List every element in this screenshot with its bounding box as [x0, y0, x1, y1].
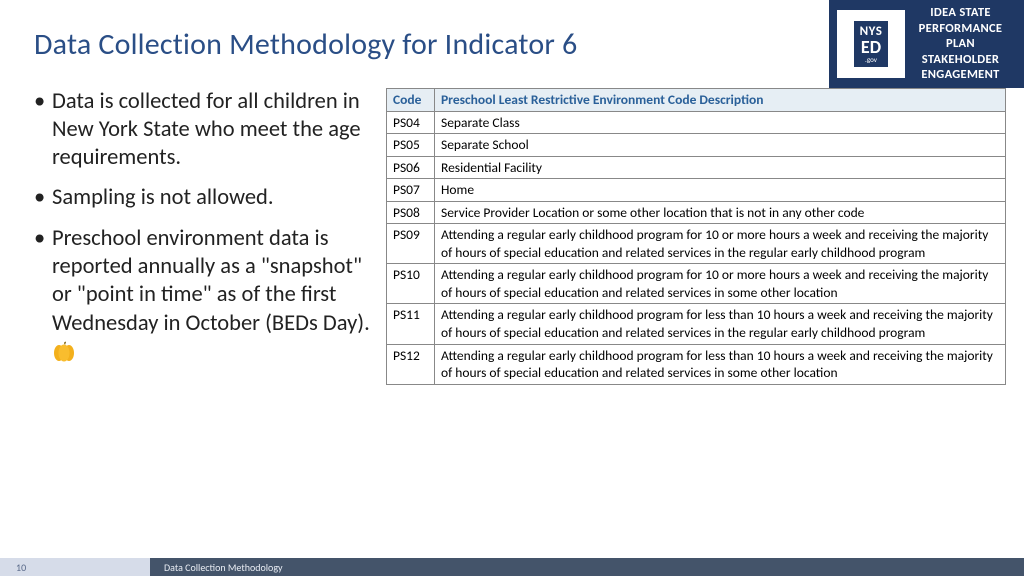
- cell-code: PS07: [387, 179, 435, 202]
- table-row: PS08Service Provider Location or some ot…: [387, 201, 1006, 224]
- table-row: PS05Separate School: [387, 134, 1006, 157]
- bullet-item: Preschool environment data is reported a…: [34, 225, 374, 368]
- footer-bar: 10 Data Collection Methodology: [0, 558, 1024, 576]
- th-desc: Preschool Least Restrictive Environment …: [435, 89, 1006, 112]
- table-row: PS11Attending a regular early childhood …: [387, 304, 1006, 344]
- table-row: PS12Attending a regular early childhood …: [387, 344, 1006, 384]
- bullet-item: Sampling is not allowed.: [34, 184, 374, 212]
- codes-table-wrap: Code Preschool Least Restrictive Environ…: [386, 88, 1006, 556]
- cell-code: PS08: [387, 201, 435, 224]
- th-code: Code: [387, 89, 435, 112]
- cell-code: PS06: [387, 156, 435, 179]
- footer-label: Data Collection Methodology: [150, 558, 1024, 576]
- cell-desc: Separate School: [435, 134, 1006, 157]
- table-row: PS04Separate Class: [387, 111, 1006, 134]
- slide-title: Data Collection Methodology for Indicato…: [34, 26, 577, 63]
- table-row: PS09Attending a regular early childhood …: [387, 224, 1006, 264]
- cell-code: PS10: [387, 264, 435, 304]
- table-row: PS07Home: [387, 179, 1006, 202]
- bullet-item: Data is collected for all children in Ne…: [34, 88, 374, 172]
- cell-code: PS11: [387, 304, 435, 344]
- cell-desc: Service Provider Location or some other …: [435, 201, 1006, 224]
- cell-desc: Attending a regular early childhood prog…: [435, 224, 1006, 264]
- cell-code: PS09: [387, 224, 435, 264]
- cell-code: PS12: [387, 344, 435, 384]
- cell-code: PS05: [387, 134, 435, 157]
- logo-line: PLAN: [905, 36, 1016, 52]
- bullet-list: Data is collected for all children in Ne…: [34, 88, 374, 556]
- cell-code: PS04: [387, 111, 435, 134]
- cell-desc: Attending a regular early childhood prog…: [435, 304, 1006, 344]
- nysed-logo: NYS ED .gov: [837, 10, 905, 78]
- logo-text-ed: ED: [860, 38, 883, 56]
- codes-table: Code Preschool Least Restrictive Environ…: [386, 88, 1006, 385]
- table-row: PS10Attending a regular early childhood …: [387, 264, 1006, 304]
- cell-desc: Home: [435, 179, 1006, 202]
- logo-line: IDEA STATE: [905, 5, 1016, 21]
- logo-line: STAKEHOLDER: [905, 52, 1016, 68]
- logo-line: ENGAGEMENT: [905, 67, 1016, 83]
- bullet-text: Preschool environment data is reported a…: [52, 225, 370, 337]
- pumpkin-icon: [52, 338, 76, 365]
- cell-desc: Attending a regular early childhood prog…: [435, 264, 1006, 304]
- cell-desc: Separate Class: [435, 111, 1006, 134]
- page-number: 10: [0, 558, 150, 576]
- logo-banner: NYS ED .gov IDEA STATE PERFORMANCE PLAN …: [829, 0, 1024, 88]
- logo-caption: IDEA STATE PERFORMANCE PLAN STAKEHOLDER …: [905, 5, 1016, 83]
- cell-desc: Attending a regular early childhood prog…: [435, 344, 1006, 384]
- table-row: PS06Residential Facility: [387, 156, 1006, 179]
- cell-desc: Residential Facility: [435, 156, 1006, 179]
- logo-line: PERFORMANCE: [905, 21, 1016, 37]
